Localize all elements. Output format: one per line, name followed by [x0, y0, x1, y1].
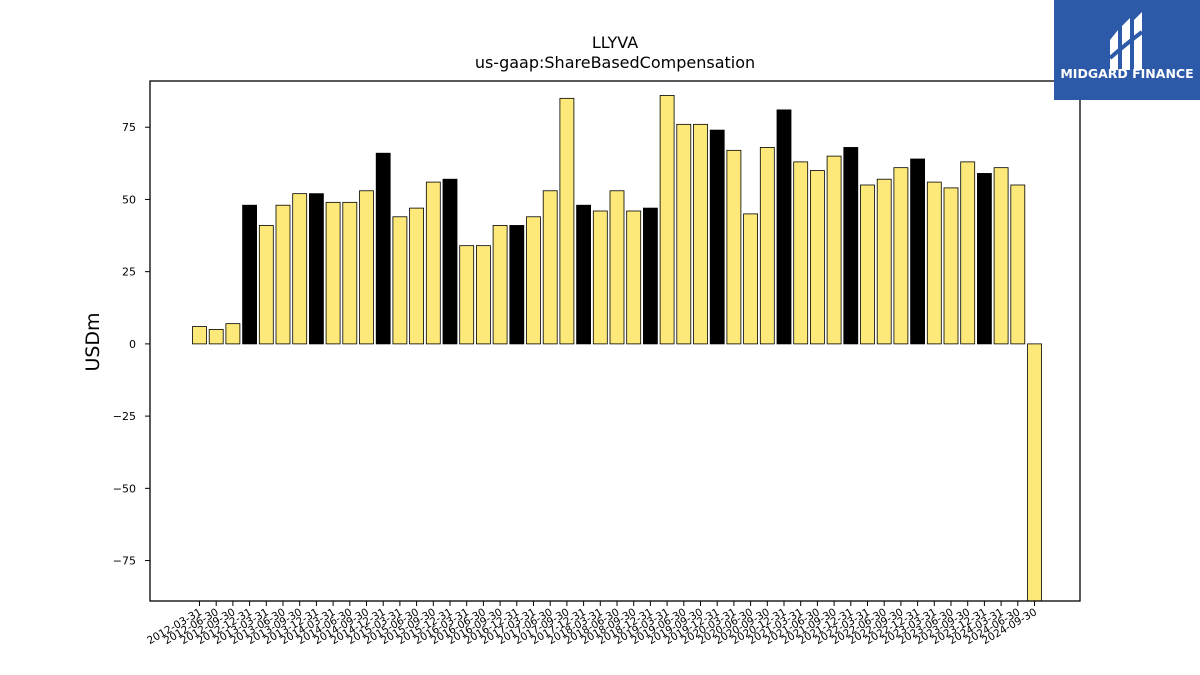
bar-2022-12-31 — [910, 158, 925, 345]
bar-2023-03-31 — [926, 181, 942, 345]
y-axis-ticks: −75 −50 −25 0 25 50 75 — [113, 121, 150, 568]
bar-2019-09-30 — [693, 123, 708, 345]
bar-2016-09-30 — [492, 225, 508, 345]
bar-2013-03-31 — [258, 225, 274, 345]
bar-2022-06-30 — [876, 178, 892, 345]
bar-2017-09-30 — [559, 97, 575, 345]
bars-group — [192, 95, 1042, 602]
bar-2018-06-30 — [609, 190, 625, 345]
bar-2014-12-31 — [375, 152, 391, 345]
logo-mark-icon — [1108, 12, 1144, 70]
bar-2015-06-30 — [409, 207, 425, 345]
bar-2020-12-31 — [776, 109, 792, 345]
bar-2019-03-31 — [659, 95, 675, 345]
x-axis-ticks: 2012-03-312012-06-302012-09-302012-12-31… — [145, 601, 1039, 647]
bar-2020-03-31 — [726, 149, 742, 345]
bar-2018-12-31 — [643, 207, 658, 345]
bar-2013-09-30 — [292, 193, 308, 345]
y-tick-label: 0 — [129, 338, 136, 351]
bar-2018-09-30 — [626, 210, 642, 345]
bar-2023-06-30 — [943, 187, 959, 345]
bar-2023-09-30 — [960, 161, 976, 345]
bar-2021-09-30 — [826, 155, 842, 345]
bar-2015-03-31 — [392, 216, 408, 345]
bar-2017-12-31 — [576, 204, 591, 345]
chart-subtitle: us-gaap:ShareBasedCompensation — [475, 53, 755, 72]
bar-2019-06-30 — [676, 123, 692, 345]
bar-2020-09-30 — [759, 147, 775, 345]
bar-2017-06-30 — [542, 190, 558, 345]
bar-2014-06-30 — [342, 201, 358, 345]
logo-text: MIDGARD FINANCE — [1060, 66, 1194, 81]
bar-2012-03-31 — [192, 326, 207, 345]
bar-2024-06-30 — [1010, 184, 1026, 345]
y-tick-label: 25 — [122, 266, 136, 279]
bar-2013-12-31 — [308, 193, 324, 345]
plot-frame — [149, 80, 1081, 602]
bar-2021-06-30 — [810, 170, 825, 345]
chart-title: LLYVA — [592, 33, 638, 52]
bar-2021-12-31 — [843, 147, 859, 345]
bar-2022-03-31 — [860, 184, 875, 345]
bar-2021-03-31 — [793, 161, 809, 345]
bar-2018-03-31 — [592, 210, 608, 345]
midgard-finance-logo: MIDGARD FINANCE — [1054, 0, 1200, 100]
bar-2012-06-30 — [208, 329, 224, 345]
bar-2024-09-30 — [1027, 343, 1042, 602]
bar-2019-12-31 — [709, 129, 725, 345]
bar-2017-03-31 — [526, 216, 541, 345]
bar-2023-12-31 — [977, 173, 992, 345]
bar-2022-09-30 — [893, 167, 909, 345]
bar-2012-09-30 — [225, 323, 241, 345]
bar-2012-12-31 — [242, 204, 258, 345]
y-tick-label: 50 — [122, 193, 136, 206]
y-tick-label: −25 — [113, 410, 136, 423]
bar-2015-09-30 — [425, 181, 441, 345]
bar-2015-12-31 — [442, 178, 458, 345]
bar-2016-06-30 — [475, 245, 491, 345]
bar-2016-12-31 — [509, 225, 525, 345]
y-tick-label: −50 — [113, 482, 136, 495]
bar-2014-09-30 — [359, 190, 374, 345]
y-tick-label: −75 — [113, 555, 136, 568]
bar-2020-06-30 — [743, 213, 758, 345]
bar-2016-03-31 — [459, 245, 475, 345]
y-axis-label: USDm — [82, 312, 104, 371]
bar-2024-03-31 — [993, 167, 1009, 345]
bar-2014-03-31 — [325, 201, 341, 345]
bar-2013-06-30 — [275, 204, 291, 345]
y-tick-label: 75 — [122, 121, 136, 134]
